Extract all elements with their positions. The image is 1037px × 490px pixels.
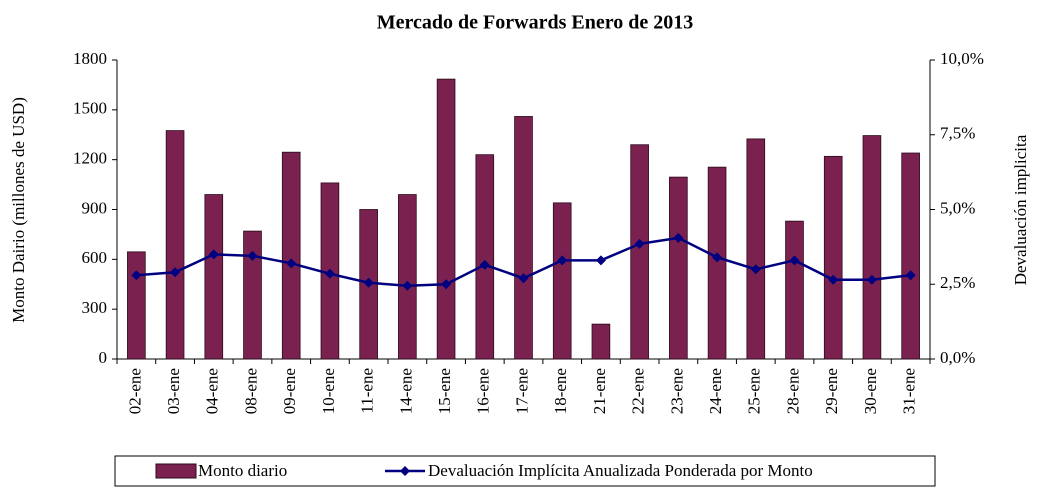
legend-swatch <box>155 463 197 479</box>
line-marker <box>479 259 490 270</box>
y2-axis-title: Devaluación implicita <box>1011 134 1030 285</box>
x-tick-label: 31-ene <box>900 368 919 414</box>
line-marker <box>324 268 335 279</box>
line-marker <box>905 270 916 281</box>
bar <box>591 323 611 360</box>
bar <box>785 220 804 360</box>
line-marker <box>402 280 413 291</box>
line-marker <box>595 255 606 266</box>
x-tick-label: 03-ene <box>164 368 183 414</box>
x-tick-label: 16-ene <box>474 368 493 414</box>
x-tick-label: 14-ene <box>396 368 415 414</box>
line-marker <box>750 264 761 275</box>
x-tick-label: 25-ene <box>745 368 764 414</box>
legend-box <box>114 455 936 487</box>
x-tick-label: 29-ene <box>822 368 841 414</box>
y2-tick-label: 0,0% <box>940 348 975 367</box>
line-marker <box>673 232 684 243</box>
x-tick-label: 21-ene <box>590 368 609 414</box>
line-marker <box>634 238 645 249</box>
y-axis-title: Monto Dairio (millones de USD) <box>9 97 28 323</box>
x-tick-label: 17-ene <box>512 368 531 414</box>
x-tick-label: 24-ene <box>706 368 725 414</box>
legend-label: Monto diario <box>198 461 287 480</box>
x-tick-label: 02-ene <box>125 368 144 414</box>
y-tick-label: 600 <box>82 248 108 267</box>
line-marker <box>286 258 297 269</box>
bar <box>243 230 262 360</box>
line-marker <box>170 267 181 278</box>
line-marker <box>518 273 529 284</box>
y2-tick-label: 5,0% <box>940 198 975 217</box>
x-tick-label: 11-ene <box>358 368 377 414</box>
bar <box>127 251 146 360</box>
y-tick-label: 900 <box>82 198 108 217</box>
x-tick-label: 28-ene <box>783 368 802 414</box>
y-tick-label: 300 <box>82 298 108 317</box>
y2-tick-label: 10,0% <box>940 49 984 68</box>
x-tick-label: 23-ene <box>667 368 686 414</box>
line-marker <box>828 274 839 285</box>
x-tick-label: 08-ene <box>241 368 260 414</box>
line-marker <box>557 255 568 266</box>
legend-marker <box>400 466 410 476</box>
bar <box>669 176 688 360</box>
line-marker <box>712 252 723 263</box>
y-tick-label: 1200 <box>73 149 107 168</box>
line-marker <box>208 249 219 260</box>
bar <box>165 130 185 360</box>
bar <box>862 135 882 360</box>
x-tick-label: 10-ene <box>319 368 338 414</box>
x-tick-label: 18-ene <box>551 368 570 414</box>
x-tick-label: 04-ene <box>203 368 222 414</box>
bar <box>630 144 649 360</box>
y-tick-label: 1800 <box>73 49 107 68</box>
line-marker <box>441 279 452 290</box>
bar <box>746 138 766 360</box>
line-marker <box>131 270 142 281</box>
bar <box>901 152 920 360</box>
line-marker <box>247 250 258 261</box>
bar <box>436 78 456 360</box>
x-tick-label: 15-ene <box>435 368 454 414</box>
line-marker <box>363 277 374 288</box>
bar <box>514 116 533 360</box>
y-tick-label: 1500 <box>73 99 107 118</box>
bar <box>204 194 224 360</box>
bar <box>398 194 417 360</box>
bar <box>823 155 843 360</box>
bar <box>475 154 495 360</box>
y2-tick-label: 7,5% <box>940 124 975 143</box>
bar <box>281 151 301 360</box>
x-tick-label: 30-ene <box>861 368 880 414</box>
line-marker <box>789 255 800 266</box>
x-tick-label: 09-ene <box>280 368 299 414</box>
chart-title: Mercado de Forwards Enero de 2013 <box>377 12 693 34</box>
bar <box>707 166 727 360</box>
y-tick-label: 0 <box>99 348 108 367</box>
x-tick-label: 22-ene <box>629 368 648 414</box>
y2-tick-label: 2,5% <box>940 273 975 292</box>
line-marker <box>866 274 877 285</box>
bar <box>552 202 572 360</box>
legend-label: Devaluación Implícita Anualizada Pondera… <box>428 461 813 480</box>
